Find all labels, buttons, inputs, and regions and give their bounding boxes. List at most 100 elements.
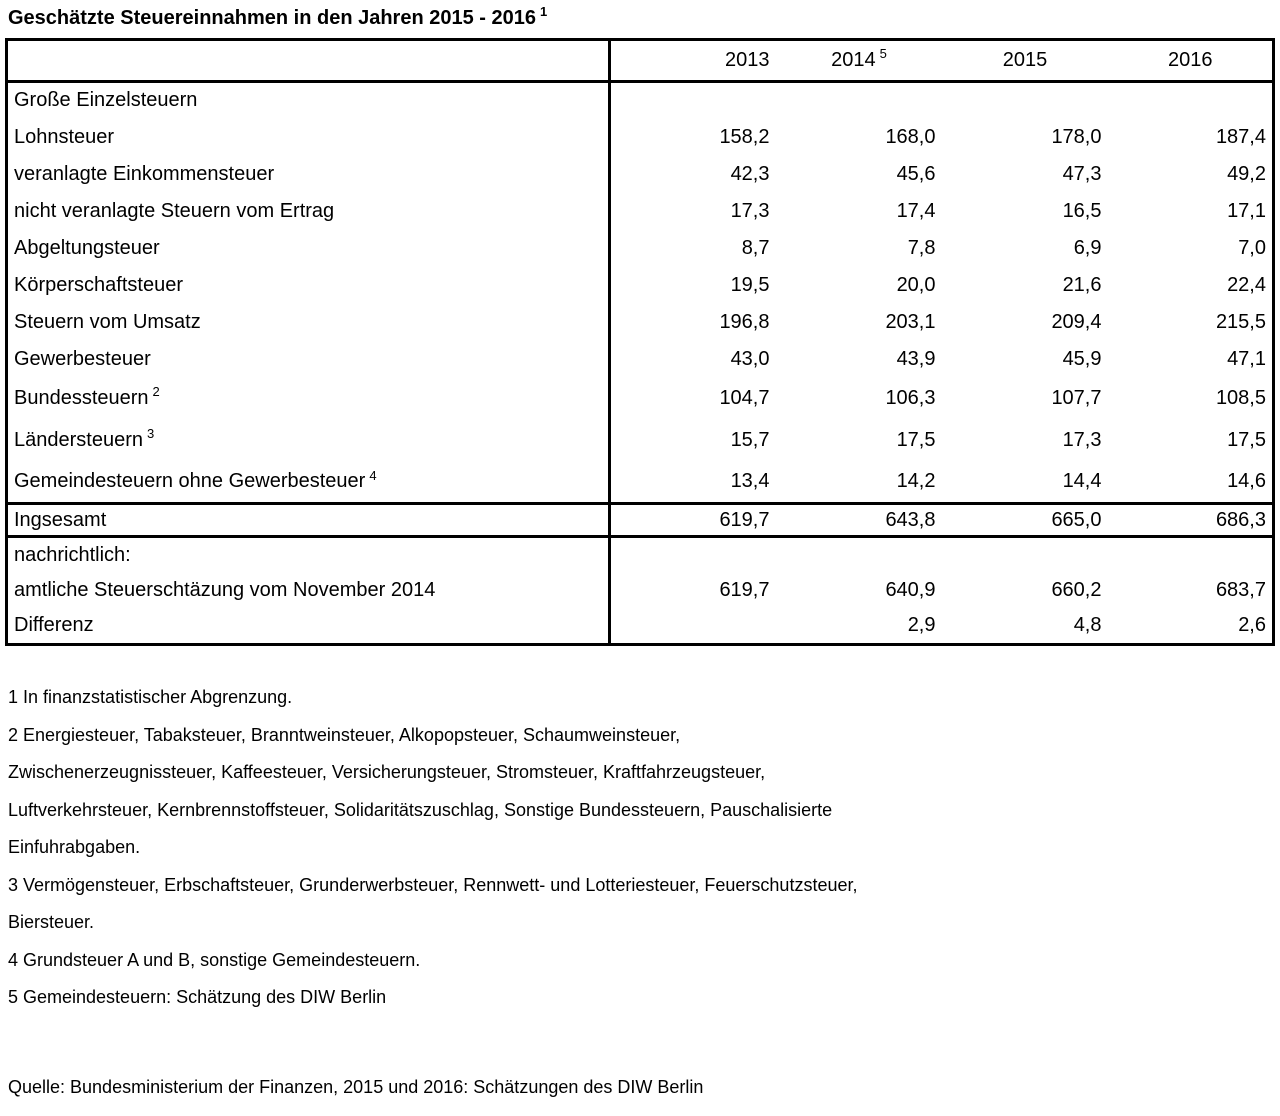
cell-2014: 17,5 xyxy=(896,429,936,451)
table-row-amtliche-steuerschaetzung: amtliche Steuerschtäzung vom November 20… xyxy=(6,572,1274,609)
cell-2013: 43,0 xyxy=(730,347,770,370)
cell-2016: 14,6 xyxy=(1227,470,1266,493)
column-header-2014: 2014 5 xyxy=(776,40,942,82)
table-row-nicht-veranlagte-steuern: nicht veranlagte Steuern vom Ertrag 17,3… xyxy=(6,192,1274,230)
column-header-2016: 2016 xyxy=(1168,49,1213,71)
cell-2014: 43,9 xyxy=(896,347,936,370)
cell-2016: 22,4 xyxy=(1227,273,1266,296)
table-row-nachrichtlich: nachrichtlich: xyxy=(6,536,1274,573)
footnote-ref: 1 xyxy=(540,4,548,20)
row-label: veranlagte Einkommensteuer xyxy=(6,155,611,193)
row-label: Ingsesamt xyxy=(6,503,611,537)
cell-2013: 15,7 xyxy=(730,429,770,451)
cell-2015 xyxy=(942,82,1108,119)
cell-2016: 47,1 xyxy=(1227,347,1266,370)
cell-2016: 2,6 xyxy=(1238,614,1266,637)
table-row-gemeindesteuern: Gemeindesteuern ohne Gewerbesteuer 4 13,4… xyxy=(6,461,1274,504)
cell-2014: 643,8 xyxy=(885,508,936,531)
cell-2014: 20,0 xyxy=(896,273,936,296)
cell-2015: 107,7 xyxy=(1051,387,1102,409)
footnote-line: 1 In finanzstatistischer Abgrenzung. xyxy=(8,687,293,707)
cell-2016 xyxy=(1108,82,1274,119)
footnotes-section: 1 In finanzstatistischer Abgrenzung. 2 E… xyxy=(8,679,1280,1017)
cell-2015: 21,6 xyxy=(1062,273,1102,296)
table-row-insgesamt: Ingsesamt 619,7 643,8 665,0 686,3 xyxy=(6,503,1274,537)
row-label: Abgeltungsteuer xyxy=(6,229,611,267)
cell-2015: 17,3 xyxy=(1062,429,1102,451)
cell-2015: 178,0 xyxy=(1051,125,1102,148)
cell-2014: 14,2 xyxy=(896,470,936,493)
row-label: Gemeindesteuern ohne Gewerbesteuer 4 xyxy=(6,461,611,504)
cell-2013: 196,8 xyxy=(719,310,770,333)
cell-2013: 42,3 xyxy=(730,162,770,185)
cell-2013: 8,7 xyxy=(741,236,770,259)
tax-revenue-table: 2013 2014 5 2015 2016 Große Einzelsteuern… xyxy=(5,38,1275,646)
cell-2016: 49,2 xyxy=(1227,162,1266,185)
cell-2015: 660,2 xyxy=(1051,579,1102,601)
cell-2016: 683,7 xyxy=(1215,579,1266,601)
cell-2015: 14,4 xyxy=(1062,470,1102,493)
source-line: Quelle: Bundesministerium der Finanzen, … xyxy=(8,1076,704,1097)
page-title-text: Geschätzte Steuereinnahmen in den Jahren… xyxy=(8,7,536,29)
cell-2016 xyxy=(1108,537,1274,573)
cell-2015: 665,0 xyxy=(1051,508,1102,531)
cell-2013: 104,7 xyxy=(719,387,770,409)
cell-2014 xyxy=(776,82,942,119)
cell-2014: 106,3 xyxy=(885,387,936,409)
row-label: Bundessteuern 2 xyxy=(6,377,611,420)
page-title: Geschätzte Steuereinnahmen in den Jahren… xyxy=(8,5,1280,31)
cell-2014: 203,1 xyxy=(885,310,936,333)
cell-2016: 686,3 xyxy=(1215,508,1266,531)
cell-2014: 45,6 xyxy=(896,162,936,185)
row-label: Differenz xyxy=(6,608,611,645)
footnote-line: 5 Gemeindesteuern: Schätzung des DIW Ber… xyxy=(8,987,387,1007)
cell-2016: 7,0 xyxy=(1238,236,1266,259)
footnote-line: Luftverkehrsteuer, Kernbrennstoffsteuer,… xyxy=(8,799,833,820)
table-row-gewerbesteuer: Gewerbesteuer 43,0 43,9 45,9 47,1 xyxy=(6,340,1274,378)
cell-2013 xyxy=(610,537,776,573)
cell-2013: 158,2 xyxy=(719,125,770,148)
row-label: Steuern vom Umsatz xyxy=(6,303,611,341)
row-label: Gewerbesteuer xyxy=(6,340,611,378)
table-row-laendersteuern: Ländersteuern 3 15,7 17,5 17,3 17,5 xyxy=(6,419,1274,462)
cell-2013: 17,3 xyxy=(730,199,770,222)
cell-2015: 209,4 xyxy=(1051,310,1102,333)
cell-2014 xyxy=(776,537,942,573)
cell-2014: 7,8 xyxy=(907,236,936,259)
row-label-text: Ländersteuern xyxy=(14,429,143,451)
cell-2014: 2,9 xyxy=(907,614,936,637)
footnote-line: Biersteuer. xyxy=(8,912,95,932)
table-row-differenz: Differenz 2,9 4,8 2,6 xyxy=(6,608,1274,645)
footnote-line: 4 Grundsteuer A und B, sonstige Gemeinde… xyxy=(8,949,421,970)
cell-2015: 45,9 xyxy=(1062,347,1102,370)
cell-2016: 17,1 xyxy=(1227,199,1266,222)
column-header-2013: 2013 xyxy=(725,49,770,71)
cell-2016: 108,5 xyxy=(1215,387,1266,409)
table-row-bundessteuern: Bundessteuern 2 104,7 106,3 107,7 108,5 xyxy=(6,377,1274,420)
row-label: Große Einzelsteuern xyxy=(6,81,611,119)
footnote-ref: 5 xyxy=(879,46,887,62)
cell-2016: 187,4 xyxy=(1215,125,1266,148)
footnote-line: Zwischenerzeugnissteuer, Kaffeesteuer, V… xyxy=(8,762,766,782)
footnote-ref: 3 xyxy=(146,426,155,442)
row-label-text: Gemeindesteuern ohne Gewerbesteuer xyxy=(14,470,366,493)
cell-2016: 17,5 xyxy=(1227,429,1266,451)
table-row-grosse-einzelsteuern: Große Einzelsteuern xyxy=(6,81,1274,119)
cell-2015: 4,8 xyxy=(1073,614,1102,637)
footnote-line: 2 Energiesteuer, Tabaksteuer, Branntwein… xyxy=(8,724,681,745)
table-row-steuern-vom-umsatz: Steuern vom Umsatz 196,8 203,1 209,4 215… xyxy=(6,303,1274,341)
cell-2016: 215,5 xyxy=(1215,310,1266,333)
column-header-2015: 2015 xyxy=(1002,49,1048,71)
table-row-lohnsteuer: Lohnsteuer 158,2 168,0 178,0 187,4 xyxy=(6,118,1274,156)
footnote-ref: 2 xyxy=(152,384,160,400)
table-row-abgeltungsteuer: Abgeltungsteuer 8,7 7,8 6,9 7,0 xyxy=(6,229,1274,267)
page: Geschätzte Steuereinnahmen in den Jahren… xyxy=(0,5,1280,1106)
cell-2013 xyxy=(610,82,776,119)
cell-2015: 47,3 xyxy=(1062,162,1102,185)
table-header-row: 2013 2014 5 2015 2016 xyxy=(6,39,1274,82)
footnote-line: Einfuhrabgaben. xyxy=(8,837,141,857)
footnote-line: 3 Vermögensteuer, Erbschaftsteuer, Grund… xyxy=(8,874,858,895)
cell-2013: 619,7 xyxy=(719,579,770,601)
row-label: Körperschaftsteuer xyxy=(6,266,611,304)
row-label: amtliche Steuerschtäzung vom November 20… xyxy=(6,572,611,609)
